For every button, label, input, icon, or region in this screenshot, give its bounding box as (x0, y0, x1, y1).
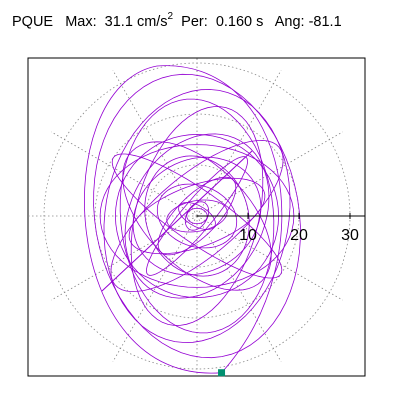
chart-header: PQUE Max: 31.1 cm/s2 Per: 0.160 s Ang: -… (12, 11, 342, 30)
trace-loop (156, 183, 238, 249)
max-unit: cm/s (136, 14, 168, 30)
grid-spoke (112, 70, 198, 217)
grid-spoke (112, 215, 198, 362)
max-label: Max: (65, 14, 97, 30)
radial-tick-label: 30 (341, 227, 359, 244)
max-marker-group (218, 369, 226, 377)
trace-loop (178, 202, 216, 230)
max-unit-exponent: 2 (167, 11, 174, 22)
radial-tick-label: 10 (239, 227, 257, 244)
trace-loop (119, 98, 275, 334)
trace-loop (114, 133, 279, 299)
trace-loop (103, 89, 291, 343)
period-value: 0.160 s (215, 14, 264, 30)
max-point-marker (218, 369, 226, 377)
trace-loop (122, 141, 272, 291)
grid-spoke (196, 215, 282, 362)
trace-loop (124, 133, 270, 299)
trace-loop (184, 201, 210, 231)
grid-spoke (51, 131, 198, 217)
trace-loop (186, 207, 208, 225)
trace-loop (130, 106, 264, 326)
max-value: 31.1 (104, 14, 133, 30)
trace-group (84, 65, 301, 374)
radial-axis: 10 20 30 (197, 213, 365, 244)
station-label: PQUE (12, 14, 54, 30)
angle-label: Ang: (274, 14, 305, 30)
trace-loop (111, 153, 283, 279)
radial-tick-label: 20 (290, 227, 308, 244)
trace-swing (101, 150, 253, 292)
trace-loop (99, 144, 295, 288)
grid-spoke (196, 215, 343, 301)
trace-loop (132, 156, 262, 276)
trace-loop (144, 155, 250, 277)
trace-outer-loop (84, 65, 283, 374)
plot-frame (27, 57, 366, 377)
trace-loop (93, 73, 301, 359)
trace-loop (146, 156, 248, 276)
period-label: Per: (181, 14, 208, 30)
grid-spoke (196, 70, 282, 217)
angle-value: -81.1 (308, 14, 342, 30)
